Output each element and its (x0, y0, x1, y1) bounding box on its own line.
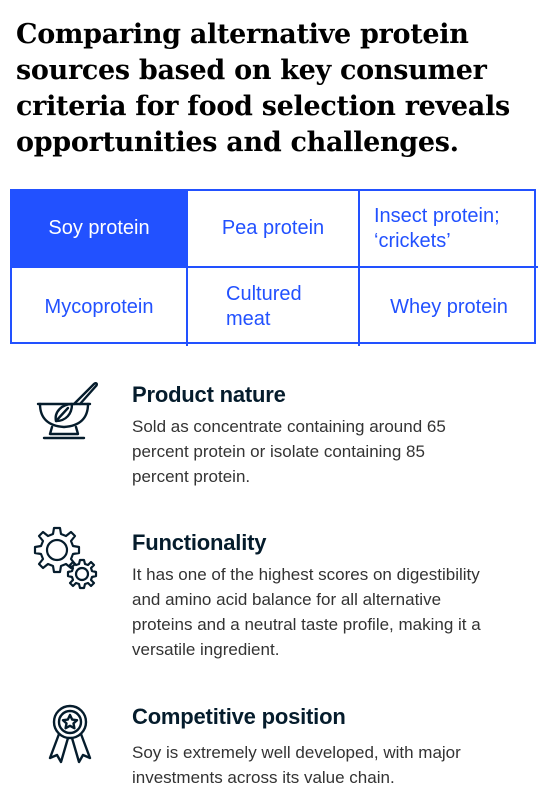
award-ribbon-icon (48, 704, 92, 764)
tab-soy-protein[interactable]: Soy protein (12, 191, 188, 268)
tab-cultured-meat[interactable]: Cultured meat (188, 268, 360, 346)
section-functionality: Functionality It has one of the highest … (0, 520, 544, 670)
section-body: It has one of the highest scores on dige… (132, 565, 481, 659)
tab-label: Insect protein; ‘crickets’ (374, 204, 500, 252)
tab-label: Whey protein (390, 295, 508, 318)
section-product-nature: Product nature Sold as concentrate conta… (0, 370, 544, 500)
tab-label: Soy protein (48, 217, 150, 239)
section-competitive-position: Competitive position Soy is extremely we… (0, 696, 544, 787)
tab-mycoprotein[interactable]: Mycoprotein (12, 268, 188, 346)
protein-source-tabs: Soy protein Pea protein Insect protein; … (10, 189, 538, 346)
section-body: Soy is extremely well developed, with ma… (132, 743, 461, 787)
section-title: Product nature (132, 382, 286, 407)
tab-label: Cultured meat (226, 283, 302, 330)
tab-pea-protein[interactable]: Pea protein (188, 191, 360, 268)
mortar-pestle-leaf-icon (36, 381, 99, 440)
tab-insect-protein[interactable]: Insect protein; ‘crickets’ (360, 191, 538, 268)
section-title: Functionality (132, 530, 267, 555)
page-title: Comparing alternative protein sources ba… (16, 19, 510, 158)
section-title: Competitive position (132, 704, 346, 729)
tab-label: Pea protein (221, 217, 325, 239)
tab-whey-protein[interactable]: Whey protein (360, 268, 538, 346)
tab-label: Mycoprotein (44, 295, 154, 318)
section-body: Sold as concentrate containing around 65… (132, 417, 446, 486)
gears-icon (33, 526, 98, 590)
